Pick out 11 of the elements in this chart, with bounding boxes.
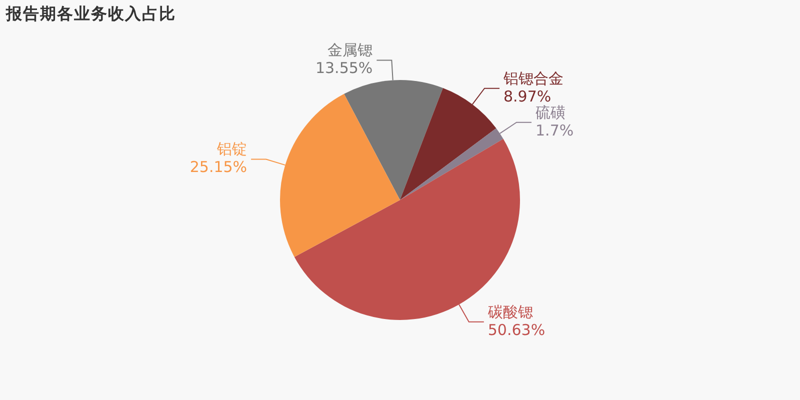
data-label: 1.7%: [536, 121, 574, 140]
slice-label: 铝锭: [216, 140, 248, 158]
chart-title: 报告期各业务收入占比: [6, 4, 176, 25]
slice-label: 硫磺: [536, 103, 566, 122]
data-label: 50.63%: [488, 320, 546, 339]
slice-label: 金属锶: [328, 41, 373, 60]
slice-label: 碳酸锶: [486, 302, 533, 321]
data-label: 13.55%: [315, 59, 373, 78]
data-label: 8.97%: [504, 87, 552, 106]
data-label: 25.15%: [190, 158, 248, 176]
slice-label: 铝锶合金: [502, 69, 564, 88]
